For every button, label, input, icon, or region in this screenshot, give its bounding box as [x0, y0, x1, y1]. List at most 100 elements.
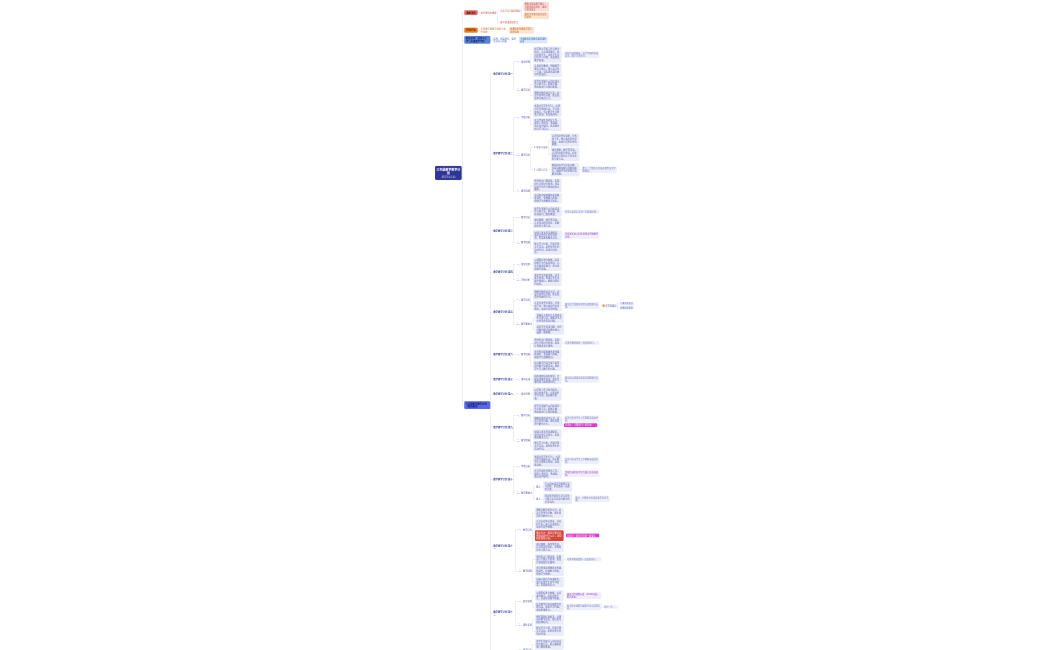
topic-box[interactable]: 以课程标准为依据，结合班级学生的实际情况，扎实开展课堂教学，努力提高教学质量。 [533, 257, 562, 271]
legend-blue-topic[interactable]: 模板说明：适用于小学三年级数学学科 [464, 36, 491, 44]
topic-label[interactable]: 数学教学计划 篇七 [493, 377, 514, 381]
topic-box[interactable]: 四边形特征的认识与周长计算方法在实际问题中的灵活运用。 [543, 493, 573, 505]
topic-box[interactable]: 本班学生思维活跃，动手能力较强，但部分学生审题不够细心，解题习惯有待培养。 [533, 272, 562, 287]
topic-box[interactable]: 通过观察、操作等活动，认识四边形的特征，掌握周长的计算方法。 [533, 217, 562, 229]
topic-label[interactable]: 1. 知识与技能 [533, 146, 548, 149]
legend-item[interactable]: 点击节点可展开收起 [500, 9, 522, 12]
topic-box[interactable]: 按照课程标准要求，合理安排教学进度，留出复习和检测时间。 [534, 614, 564, 625]
topic-label[interactable]: 一、指导思想 [516, 263, 531, 266]
topic-box[interactable]: 万以内加减法的笔算方法与验算，多位数乘一位数的计算。 [543, 481, 573, 492]
topic-box[interactable]: 以课程标准为依据，立足课堂教学，面向全体学生，全面提高教学质量。 [534, 590, 564, 601]
topic-label[interactable]: 二、学情分析 [516, 278, 531, 281]
topic-label[interactable]: 一、学情分析 [516, 116, 531, 119]
topic-label[interactable]: 数学教学计划 篇六 [493, 353, 514, 356]
topic-box[interactable]: 使学生掌握万以内加减法的计算方法，能正确熟练地口算和笔算。 [534, 639, 564, 650]
topic-box[interactable]: 加强与家长的沟通联系，及时反馈学生的学习情况，形成教育合力。 [534, 577, 564, 588]
topic-box[interactable]: 使学生掌握万以内加减法的计算方法，能够正确、熟练地进行口算和笔算。 [533, 78, 562, 90]
topic-box[interactable]: 建立学习小组，开展互帮互学活动，发挥优等生的带动作用。 [534, 625, 564, 637]
topic-box[interactable]: 以学校工作计划为指导，面向全体学生，培养良好学习习惯，提高教学质量。 [533, 387, 562, 401]
topic-box[interactable]: 本班共有学生42人，大部分学生基础扎实，但少数学生计算能力较弱，需加强训练。 [533, 454, 562, 468]
note-box[interactable]: 重点：计算能力的培养要贯穿全学期。 [574, 495, 610, 503]
alert-topic[interactable]: 重点关注：期末计算过关率须达到95%以上，提前制定训练方案。 [534, 530, 564, 541]
topic-label[interactable]: 二、教学措施 [518, 569, 533, 572]
note-box[interactable]: 每单元结束后安排一次质量检测。 [564, 209, 600, 214]
selected-topic[interactable]: 三年级数学教学计划（精选篇目） [464, 401, 491, 409]
topic-box[interactable]: 按照课程标准的要求，合理安排教学进度，留出足够的复习和检测时间。 [533, 374, 562, 385]
topic-label[interactable]: 建议引用课程标准（2022年版）相关表述。 [565, 592, 602, 599]
topic-label[interactable]: 数学教学计划 篇四 [493, 270, 514, 274]
topic-label[interactable]: 重点 [535, 485, 541, 488]
highlight-row[interactable]: 已标记：需在开学第一周落实 [565, 533, 600, 538]
note-box[interactable]: 可参考教研组统一进度表执行。 [565, 557, 602, 562]
topic-label[interactable]: 一、教学目标 [516, 298, 531, 302]
topic-box[interactable]: 使学生掌握万以内加减法的计算方法，能正确、熟练地进行口算和笔算。 [533, 206, 562, 217]
highlight-row[interactable]: 已选中：口算每日一练计划 [564, 423, 598, 427]
topic-label[interactable]: 数学教学计划 篇二 [493, 152, 514, 155]
note-box[interactable]: 此处可补充学生上学期期末成绩分析。 [564, 457, 600, 465]
topic-box[interactable]: 理解分数的初步认识，会读写简单分数，能比较简单分数的大小。 [533, 415, 562, 427]
topic-box[interactable]: 充分利用直观教具和多媒体课件，化抽象为具体，帮助学生理解。 [534, 565, 564, 577]
topic-label[interactable]: 数学教学计划 篇三 [493, 229, 514, 232]
topic-label[interactable]: 一、指导思想 [516, 392, 531, 396]
topic-box[interactable]: 加强与家长的沟通联系，及时反馈学习情况，形成家校教育合力。 [533, 429, 562, 440]
topic-box[interactable]: 重视培养学生提出问题、分析问题和解决问题的能力，鼓励学生用多种方法解决问题。 [550, 163, 580, 177]
note-box[interactable]: 本篇为通用模板，适合学期初快速成文，细节可再补充。 [564, 51, 600, 58]
topic-label[interactable]: 数学教学计划 篇十二 [493, 610, 516, 616]
topic-box[interactable]: 培养学生提出问题、分析问题和解决问题的能力，鼓励一题多解。 [535, 324, 564, 335]
legend-note[interactable]: 删除不需要的篇目前请先备份 [523, 12, 549, 19]
note-box[interactable]: 建议结合班级实际情况调整课时安排。 [564, 302, 600, 310]
topic-box[interactable]: 结合教学内容开展丰富多彩的数学实践活动，激发学生学习数学的兴趣。 [533, 360, 562, 372]
topic-label[interactable]: 数学教学计划 篇八 [493, 392, 514, 396]
topic-label[interactable]: 一、教学目标 [516, 216, 531, 219]
topic-label[interactable]: 数学教学计划 篇一 [493, 72, 514, 75]
topic-label[interactable]: 二、教学目标 [516, 88, 531, 91]
topic-label[interactable]: 一、教学目标 [516, 414, 531, 417]
topic-label[interactable]: 二、教学重难点 [516, 491, 533, 494]
note-box[interactable]: 可参考教研组统一进度表执行。 [564, 340, 600, 345]
legend-item[interactable]: 结构：按篇划分，篇内含目标与措施 [493, 37, 517, 43]
topic-box[interactable]: 充分利用直观教具和多媒体课件，化抽象为具体，帮助学生理解知识。 [533, 349, 562, 360]
root-topic[interactable]: 三年级数学教学计划 （精选范文汇编） [434, 165, 462, 180]
topic-box[interactable]: 关注学困生的转化工作，课堂上多提问、多鼓励，课后及时辅导，使其逐步树立学习信心。 [533, 117, 562, 132]
topic-label[interactable]: 数学教学计划 篇十 [493, 478, 514, 481]
topic-label[interactable]: 一、指导思想 [516, 60, 531, 63]
topic-box[interactable]: 充分利用直观教具和多媒体课件，化抽象为具体，帮助学生理解所学知识。 [533, 192, 562, 204]
topic-box[interactable]: 使学生掌握万以内加减法的计算方法，能够正确、熟练地进行口算和笔算。 [533, 403, 562, 415]
topic-box[interactable]: 认真钻研教材，把握教学重点与难点，精心设计每一节课，切实提高课堂教学的实效性。 [533, 63, 562, 77]
note-box[interactable]: 建议结合班级实际情况调整课时安排。 [564, 375, 600, 383]
topic-label[interactable]: 一、教学目标 [518, 528, 533, 532]
topic-label[interactable]: 二、教学措施 [516, 439, 531, 442]
topic-label[interactable]: 二、课时安排 [518, 623, 533, 627]
topic-label[interactable]: 一、教学目标 [518, 648, 533, 650]
topic-box[interactable]: 通过观察、操作等活动，认识四边形特征，掌握周长的计算方法。 [534, 541, 564, 553]
topic-label[interactable]: 难点 [535, 497, 541, 501]
legend-item[interactable]: 如何使用本模板 [480, 11, 497, 14]
topic-box[interactable]: 理解分数的初步认识，会读写简单的分数，能比较简单分数的大小。 [533, 90, 562, 101]
topic-label[interactable]: 二、教学措施 [516, 241, 531, 244]
legend-note[interactable]: 模板中各篇相互独立，可按需选用其中一篇进行修改成文 [523, 1, 549, 12]
topic-label[interactable]: 二、教学重难点 [516, 322, 533, 326]
topic-box[interactable]: 加强与家长的沟通联系，及时反馈学生的学习情况，形成家校教育合力。 [533, 230, 562, 241]
topic-label[interactable]: 数学教学计划 篇九 [493, 426, 514, 429]
legend-note[interactable]: 再逐篇补充班级学情与具体措施 [508, 26, 535, 34]
topic-label[interactable]: 每月一次 [603, 605, 619, 609]
topic-label[interactable]: 2. 过程与方法 [533, 168, 548, 171]
note-box[interactable]: 此处可补充学生上学期期末成绩分析。 [564, 415, 600, 423]
topic-label[interactable]: 一、教学措施 [516, 353, 531, 356]
topic-box[interactable]: 建立学习小组，开展互帮互学活动，发挥优等生的带动作用。 [533, 440, 562, 452]
topic-label[interactable]: 二、教学目标 [516, 153, 531, 157]
legend-orange-topic[interactable]: 快速开始 [464, 27, 478, 33]
topic-label[interactable]: 开学前确认 [601, 303, 618, 308]
topic-box[interactable]: 关注学困生的转化工作，课堂上多提问、多鼓励，课后及时辅导。 [533, 468, 562, 479]
topic-box[interactable]: 坚持每天口算训练，定期进行计算过关检测，提高计算速度和正确率。 [533, 337, 562, 349]
topic-label[interactable]: 与教导处核对 [619, 302, 635, 306]
topic-label[interactable]: 一、课时安排 [516, 378, 531, 381]
topic-box[interactable]: 认识长度单位毫米、分米和千米，建立相应的长度观念，会进行简单换算。 [533, 300, 562, 311]
topic-box[interactable]: 通过观察、操作等活动，认识四边形的特征，初步掌握长方形和正方形周长的计算方法。 [550, 147, 580, 162]
topic-label[interactable]: 报教研组备案 [619, 306, 635, 310]
topic-label[interactable]: 数学教学计划 篇十一 [493, 544, 516, 550]
topic-label[interactable]: 数学教学计划 篇五 [493, 310, 514, 314]
topic-box[interactable]: 建立学习小组，开展互帮互学活动，发挥优等生的带动作用，促进共同进步。 [533, 241, 562, 255]
topic-box[interactable]: 坚持每天口算训练，定期进行计算过关检测，切实提高学生的计算速度和正确率。 [533, 178, 562, 192]
topic-box[interactable]: 本班共有学生42人，大部分学生基础扎实，学习态度端正，但少数学生计算能力较弱，需… [533, 103, 562, 117]
